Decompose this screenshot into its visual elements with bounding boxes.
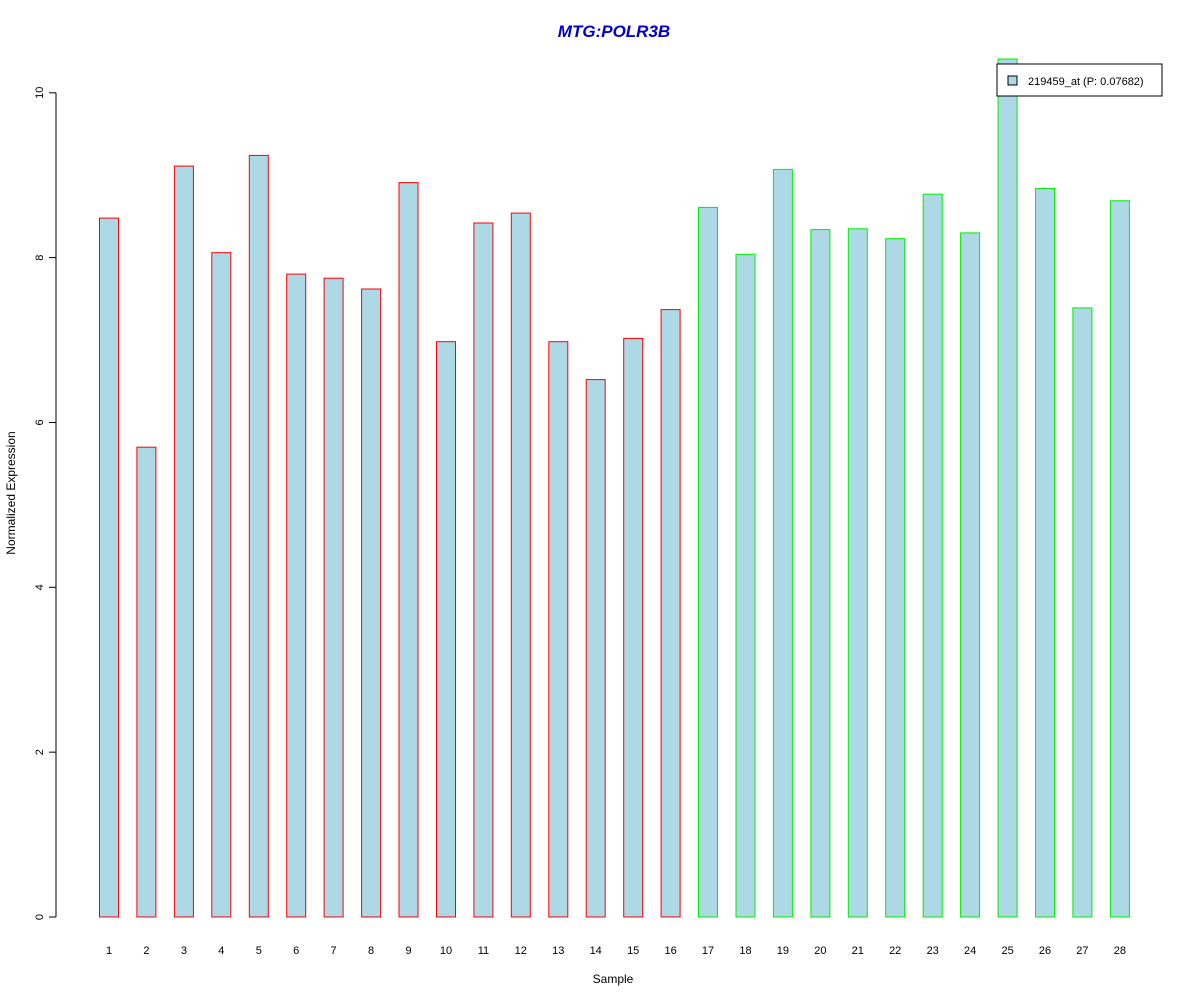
legend-swatch (1007, 75, 1018, 86)
x-tick-label: 10 (440, 945, 452, 957)
bar-sample-25 (997, 58, 1018, 918)
bar-sample-5 (248, 154, 269, 918)
x-tick-label: 23 (927, 945, 939, 957)
x-tick-labels: 1 2 3 4 5 6 7 8 9 10 11 12 13 14 15 16 17 18 19 20 21 22 23 24 2… (106, 945, 1126, 957)
x-tick-label: 20 (814, 945, 826, 957)
bar-sample-19 (772, 168, 793, 918)
bar-sample-10 (436, 341, 456, 918)
y-tick-label: 4 (34, 584, 46, 590)
bar-sample-8 (361, 288, 382, 918)
bar-sample-17 (698, 206, 718, 918)
x-tick-label: 15 (627, 945, 639, 957)
bar-sample-16 (660, 309, 681, 918)
legend: 219459_at (P: 0.07682) (996, 63, 1163, 97)
bar-sample-7 (323, 277, 344, 918)
x-tick-label: 12 (515, 945, 527, 957)
x-tick-label: 4 (218, 945, 224, 957)
x-tick-label: 17 (702, 945, 714, 957)
y-tick-label: 6 (34, 419, 46, 425)
bar-sample-22 (885, 238, 906, 918)
x-tick-label: 26 (1039, 945, 1051, 957)
x-tick-label: 13 (552, 945, 564, 957)
bar-sample-4 (211, 252, 232, 918)
chart-title: MTG:POLR3B (558, 22, 670, 41)
x-tick-label: 19 (777, 945, 789, 957)
bar-sample-21 (847, 228, 868, 918)
x-tick-label: 3 (181, 945, 187, 957)
y-tick-label: 0 (34, 914, 46, 920)
x-tick-label: 24 (964, 945, 976, 957)
bar-sample-15 (623, 337, 644, 918)
x-tick-label: 2 (143, 945, 149, 957)
x-tick-label: 5 (256, 945, 262, 957)
x-tick-label: 16 (664, 945, 676, 957)
bar-sample-26 (1035, 187, 1055, 918)
bar-sample-3 (173, 165, 194, 918)
bar-sample-12 (510, 212, 531, 918)
x-tick-label: 11 (478, 945, 489, 957)
bar-sample-11 (473, 222, 494, 918)
bar-sample-13 (548, 341, 569, 918)
bar-sample-24 (960, 232, 981, 918)
y-tick-label: 2 (34, 749, 46, 755)
x-tick-label: 8 (368, 945, 374, 957)
bar-sample-27 (1072, 307, 1093, 918)
x-tick-label: 22 (889, 945, 901, 957)
bar-sample-23 (922, 193, 943, 918)
bar-sample-1 (99, 217, 119, 918)
bar-sample-14 (585, 379, 606, 918)
x-tick-label: 27 (1076, 945, 1088, 957)
bar-sample-2 (136, 446, 157, 918)
legend-label: 219459_at (P: 0.07682) (1028, 76, 1144, 88)
legend-box (996, 63, 1163, 97)
bar-sample-9 (398, 182, 419, 918)
x-tick-label: 6 (293, 945, 299, 957)
bar-sample-28 (1109, 200, 1130, 918)
x-tick-label: 1 (106, 945, 112, 957)
x-tick-label: 21 (852, 945, 864, 957)
x-tick-label: 14 (590, 945, 602, 957)
x-tick-label: 9 (405, 945, 411, 957)
x-tick-label: 25 (1001, 945, 1013, 957)
y-tick-label: 10 (34, 87, 46, 99)
x-tick-label: 18 (739, 945, 751, 957)
bar-sample-20 (810, 229, 831, 918)
x-tick-label: 7 (331, 945, 337, 957)
y-axis-label: Normalized Expression (4, 431, 18, 554)
y-axis: 0 2 4 6 8 10 (34, 87, 57, 920)
bar-sample-6 (286, 273, 307, 918)
bar-sample-18 (735, 253, 756, 918)
y-tick-label: 8 (34, 255, 46, 261)
x-axis-label: Sample (593, 972, 634, 986)
x-tick-label: 28 (1114, 945, 1126, 957)
bars (99, 58, 1130, 918)
